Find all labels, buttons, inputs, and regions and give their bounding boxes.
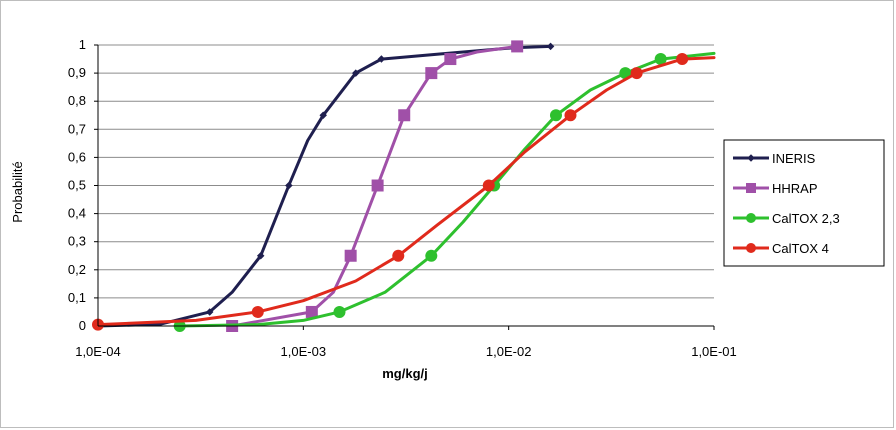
legend-label: INERIS: [772, 151, 816, 166]
y-tick-label: 0: [79, 318, 86, 333]
data-point: [398, 109, 411, 122]
legend-label: CalTOX 4: [772, 241, 829, 256]
data-point: [305, 305, 318, 318]
data-point: [425, 67, 438, 80]
y-tick-label: 0,1: [68, 290, 86, 305]
legend-label: CalTOX 2,3: [772, 211, 840, 226]
data-point: [482, 179, 495, 192]
data-point: [251, 305, 264, 318]
series-hhrap: [226, 40, 524, 332]
data-point: [676, 53, 689, 66]
y-tick-label: 0,2: [68, 262, 86, 277]
data-point: [371, 179, 384, 192]
data-point: [511, 40, 524, 53]
series-line: [230, 44, 519, 328]
series-line: [96, 44, 553, 328]
data-point: [564, 109, 577, 122]
x-axis-label: mg/kg/j: [382, 366, 428, 381]
y-tick-label: 0,4: [68, 206, 86, 221]
data-point: [285, 181, 293, 190]
y-tick-label: 0,5: [68, 178, 86, 193]
data-point: [425, 249, 438, 262]
series-line: [178, 51, 716, 328]
gridlines: [94, 44, 715, 330]
y-tick-label: 0,9: [68, 65, 86, 80]
x-tick-label: 1,0E-03: [281, 344, 327, 359]
legend-marker: [746, 183, 756, 193]
y-tick-label: 1: [79, 37, 86, 52]
legend-item: CalTOX 4: [733, 241, 829, 256]
y-tick-label: 0,7: [68, 121, 86, 136]
data-point: [549, 109, 562, 122]
y-tick-label: 0,6: [68, 149, 86, 164]
series-caltox-4: [92, 53, 716, 331]
legend-item: HHRAP: [733, 181, 818, 196]
tick-labels: 0 0,1 0,2 0,3 0,4 0,5 0,6 0,7 0,8 0,9 1 1,0E-04 1,0E…: [68, 37, 737, 359]
series-caltox-2-3: [173, 51, 716, 332]
data-point: [654, 53, 667, 66]
legend-item: CalTOX 2,3: [733, 211, 840, 226]
data-point: [344, 249, 357, 262]
data-point: [319, 111, 327, 119]
data-point: [333, 305, 346, 318]
data-point: [377, 55, 386, 63]
y-axis-label: Probabilité: [10, 161, 25, 222]
legend: INERIS HHRAP CalTOX 2,3 CalTOX 4: [723, 139, 885, 267]
data-point: [546, 42, 555, 51]
legend-item: INERIS: [733, 151, 816, 166]
x-tick-label: 1,0E-02: [486, 344, 532, 359]
y-tick-label: 0,3: [68, 234, 86, 249]
legend-marker: [746, 213, 756, 223]
data-point: [351, 69, 360, 77]
data-point: [444, 53, 457, 66]
x-tick-label: 1,0E-04: [75, 344, 121, 359]
series-line: [96, 56, 716, 327]
series-layer: [92, 40, 716, 332]
data-point: [205, 308, 214, 316]
legend-label: HHRAP: [772, 181, 818, 196]
legend-marker: [747, 154, 755, 162]
data-point: [256, 252, 265, 260]
x-tick-label: 1,0E-01: [691, 344, 737, 359]
data-point: [630, 67, 643, 80]
legend-marker: [746, 243, 756, 253]
y-tick-label: 0,8: [68, 93, 86, 108]
data-point: [392, 249, 405, 262]
